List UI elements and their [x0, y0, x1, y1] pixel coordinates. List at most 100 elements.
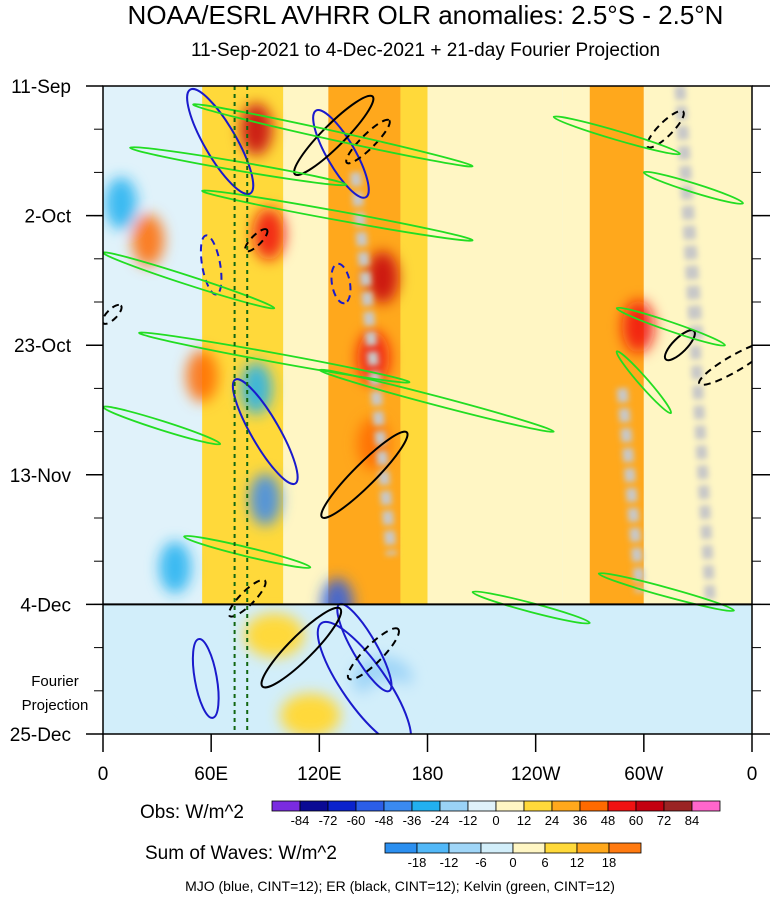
- er-contour: [346, 627, 400, 681]
- kelvin-contour: [615, 350, 672, 415]
- obs-band: [643, 86, 752, 605]
- chart-subtitle: 11-Sep-2021 to 4-Dec-2021 + 21-day Fouri…: [190, 40, 661, 61]
- kelvin-contour: [201, 189, 474, 242]
- cold-anomaly: [159, 541, 192, 594]
- projection-label: Projection: [22, 697, 89, 714]
- er-contour: [698, 341, 752, 386]
- mjo-contour: [186, 87, 255, 196]
- waves-colorbar-swatch: [416, 842, 450, 854]
- obs-colorbar-swatch: [299, 800, 329, 812]
- er-contour: [293, 94, 375, 177]
- obs-colorbar-tick-label: 0: [492, 813, 499, 828]
- y-tick-label: 4-Dec: [20, 595, 71, 616]
- obs-colorbar-swatch: [439, 800, 469, 812]
- kelvin-contour: [318, 368, 555, 433]
- obs-colorbar-swatch: [383, 800, 413, 812]
- x-tick-label: 0: [747, 764, 758, 785]
- kelvin-contour: [597, 572, 735, 612]
- chart-title: NOAA/ESRL AVHRR OLR anomalies: 2.5°S - 2…: [127, 0, 724, 30]
- no-data-swath: [349, 171, 397, 556]
- obs-colorbar-tick-label: -24: [431, 813, 450, 828]
- er-contour: [345, 118, 391, 165]
- waves-colorbar-tick-label: -6: [475, 855, 487, 870]
- obs-colorbar-tick-label: -60: [347, 813, 366, 828]
- x-tick-label: 180: [412, 764, 444, 785]
- waves-colorbar-swatch: [608, 842, 642, 854]
- obs-colorbar-tick-label: -48: [375, 813, 394, 828]
- kelvin-contour: [129, 146, 348, 187]
- y-tick-label: 23-Oct: [14, 336, 72, 357]
- x-tick-label: 0: [98, 764, 109, 785]
- waves-colorbar-swatch: [512, 842, 546, 854]
- x-tick-label: 120E: [297, 764, 341, 785]
- obs-legend-label: Obs: W/m^2: [140, 802, 244, 823]
- obs-colorbar-tick-label: 72: [657, 813, 671, 828]
- kelvin-contour: [471, 590, 591, 625]
- obs-band: [562, 86, 590, 605]
- obs-colorbar-swatch: [551, 800, 581, 812]
- waves-colorbar-swatch: [480, 842, 514, 854]
- projection-anomaly: [181, 668, 242, 713]
- obs-colorbar-swatch: [579, 800, 609, 812]
- x-tick-label: 60E: [194, 764, 228, 785]
- obs-colorbar-tick-label: 48: [601, 813, 615, 828]
- waves-colorbar-tick-label: 12: [570, 855, 584, 870]
- obs-colorbar-swatch: [495, 800, 525, 812]
- obs-colorbar-tick-label: -12: [459, 813, 478, 828]
- cold-anomaly: [240, 362, 273, 415]
- no-data-swath: [616, 387, 646, 593]
- obs-colorbar-swatch: [355, 800, 385, 812]
- projection-anomaly: [118, 613, 179, 658]
- obs-colorbar-swatch: [691, 800, 721, 812]
- obs-colorbar-tick-label: 60: [629, 813, 643, 828]
- obs-colorbar-tick-label: 84: [685, 813, 699, 828]
- waves-colorbar-swatch: [576, 842, 610, 854]
- obs-colorbar-swatch: [635, 800, 665, 812]
- obs-colorbar-swatch: [271, 800, 301, 812]
- x-tick-label: 60W: [624, 764, 663, 785]
- obs-colorbar-tick-label: 36: [573, 813, 587, 828]
- y-tick-label: 13-Nov: [10, 466, 72, 487]
- waves-legend-label: Sum of Waves: W/m^2: [145, 843, 337, 864]
- waves-colorbar-swatch: [384, 842, 418, 854]
- waves-colorbar-tick-label: 6: [541, 855, 548, 870]
- warm-anomaly: [132, 214, 165, 267]
- y-tick-label: 11-Sep: [11, 77, 71, 98]
- waves-colorbar-tick-label: -12: [440, 855, 459, 870]
- y-tick-label: 25-Dec: [10, 725, 71, 746]
- y-tick-label: 2-Oct: [25, 207, 72, 228]
- obs-colorbar-swatch: [607, 800, 637, 812]
- er-contour: [320, 430, 409, 519]
- waves-colorbar-swatch: [448, 842, 482, 854]
- kelvin-contour: [615, 306, 726, 347]
- projection-label: Fourier: [31, 673, 79, 690]
- er-contour: [260, 606, 343, 689]
- obs-band: [400, 86, 428, 605]
- kelvin-contour: [103, 405, 222, 446]
- obs-colorbar-tick-label: -72: [319, 813, 338, 828]
- obs-colorbar-tick-label: -36: [403, 813, 422, 828]
- kelvin-contour: [192, 103, 474, 168]
- er-contour: [244, 228, 269, 253]
- waves-colorbar-tick-label: -18: [408, 855, 427, 870]
- mjo-contour: [231, 378, 299, 486]
- mjo-contour: [316, 620, 413, 734]
- mjo-contour: [330, 262, 352, 305]
- projection-anomaly: [244, 613, 305, 658]
- projection-anomaly: [280, 693, 341, 734]
- kelvin-contour: [138, 331, 411, 384]
- obs-colorbar-swatch: [663, 800, 693, 812]
- footnote: MJO (blue, CINT=12); ER (black, CINT=12)…: [185, 878, 615, 894]
- kelvin-contour: [642, 170, 744, 205]
- no-data-swath: [674, 86, 704, 340]
- obs-colorbar-swatch: [467, 800, 497, 812]
- cold-anomaly: [249, 473, 282, 526]
- waves-colorbar-tick-label: 18: [602, 855, 616, 870]
- obs-colorbar-tick-label: 24: [545, 813, 559, 828]
- waves-colorbar-tick-label: 0: [509, 855, 516, 870]
- er-contour: [646, 109, 685, 149]
- obs-colorbar-swatch: [411, 800, 441, 812]
- er-contour: [227, 578, 267, 618]
- x-tick-label: 120W: [511, 764, 561, 785]
